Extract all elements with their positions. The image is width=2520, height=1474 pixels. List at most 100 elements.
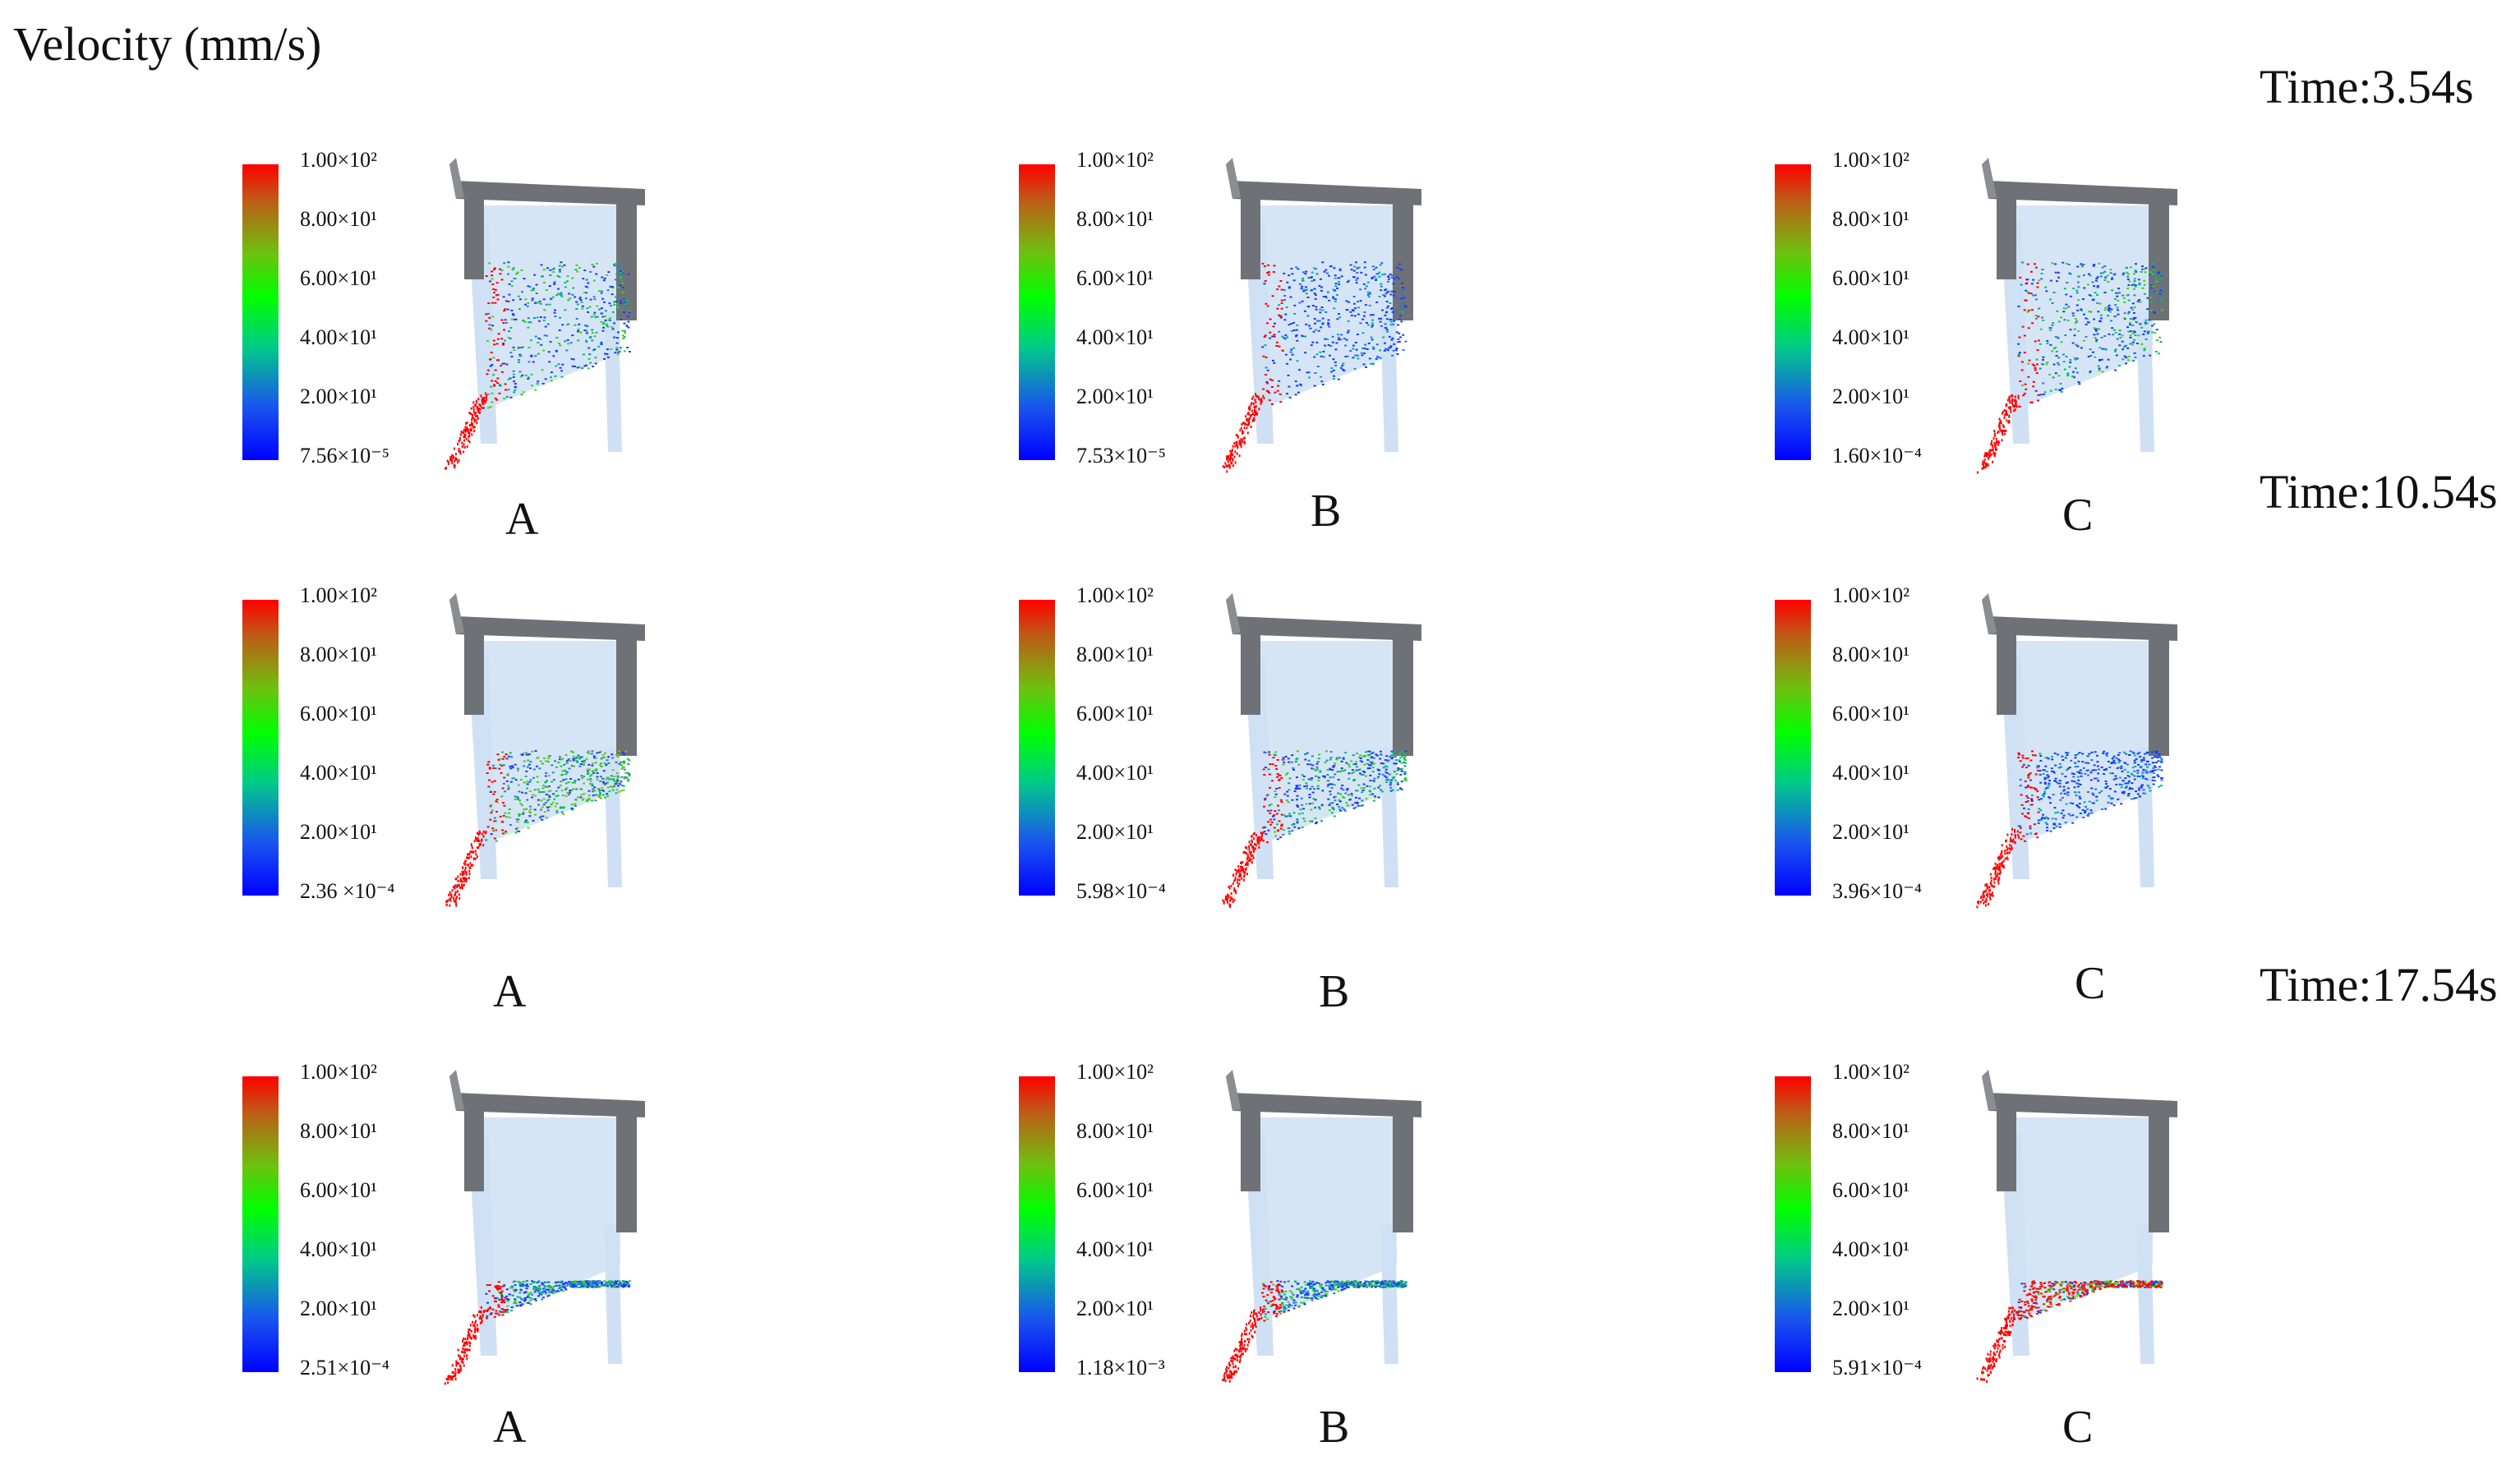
particle [616, 286, 620, 288]
particle [599, 792, 601, 795]
particle [2091, 281, 2094, 283]
particle [518, 371, 522, 373]
particle [1292, 329, 1296, 331]
particle [523, 808, 526, 810]
particle [2109, 772, 2112, 775]
particle [577, 339, 580, 342]
particle [1329, 768, 1332, 771]
particle [2071, 814, 2075, 817]
particle [560, 758, 563, 761]
particle [1351, 309, 1354, 311]
particle [2131, 343, 2135, 346]
particle [2094, 337, 2097, 339]
particle [1384, 323, 1387, 325]
particle [2046, 340, 2049, 342]
particle [2101, 266, 2104, 269]
particle [2121, 771, 2124, 772]
particle [1340, 1283, 1343, 1285]
particle [493, 820, 496, 822]
particle [1308, 325, 1311, 327]
outflow-particle [1985, 899, 1988, 902]
particle [2112, 334, 2115, 336]
particle [582, 1281, 585, 1283]
outflow-particle [1999, 419, 2002, 422]
particle [1321, 790, 1324, 792]
particle [1280, 813, 1283, 816]
outflow-particle [1232, 882, 1234, 885]
particle [574, 1285, 577, 1287]
outflow-particle [1240, 861, 1242, 864]
particle [1354, 354, 1357, 357]
outflow-particle [469, 424, 472, 426]
particle [2064, 756, 2067, 758]
particle [624, 1284, 627, 1287]
particle [1315, 762, 1319, 765]
particle [514, 763, 517, 766]
particle [621, 282, 624, 284]
particle [2103, 265, 2107, 267]
particle [575, 759, 578, 762]
outflow-particle [2014, 829, 2016, 831]
outflow-particle [1994, 448, 1997, 451]
particle [609, 1282, 612, 1284]
hopper-right-wall [2149, 197, 2169, 320]
particle [544, 1292, 547, 1295]
particle [602, 279, 606, 282]
particle [1288, 286, 1291, 288]
outflow-particle [459, 452, 462, 455]
particle [1265, 1299, 1268, 1301]
particle [1394, 310, 1397, 312]
particle [2066, 794, 2070, 796]
particle [524, 1284, 527, 1287]
outflow-particle [463, 435, 466, 439]
outflow-particle [451, 454, 454, 457]
particle [2035, 372, 2039, 375]
particle [2023, 334, 2026, 337]
particle [613, 322, 616, 325]
outflow-particle [1231, 897, 1233, 901]
particle [1346, 804, 1349, 807]
particle [2088, 294, 2091, 297]
particle [1395, 759, 1398, 761]
particle [532, 794, 535, 796]
particle [2149, 790, 2152, 792]
particle [2025, 816, 2028, 818]
particle [1346, 789, 1349, 791]
particle [588, 353, 592, 356]
particle [1338, 268, 1342, 270]
particle [2046, 827, 2048, 829]
outflow-particle [1989, 873, 1992, 876]
outflow-particle [468, 1344, 471, 1347]
particle [586, 799, 589, 801]
particle [2058, 785, 2062, 788]
outflow-particle [1237, 878, 1239, 882]
particle [617, 306, 620, 308]
outflow-particle [1995, 446, 1997, 449]
particle [568, 292, 571, 295]
particle [1390, 276, 1394, 279]
colorbar-ticks: 1.00×10² 8.00×10¹ 6.00×10¹ 4.00×10¹ 2.00×10¹… [1076, 583, 1241, 912]
particle [2042, 356, 2045, 358]
particle [2058, 780, 2062, 781]
particle [2132, 752, 2135, 754]
particle [516, 821, 519, 823]
particle [2025, 786, 2028, 789]
particle [537, 788, 540, 790]
particle [2090, 769, 2094, 772]
particle [518, 361, 520, 363]
outflow-particle [2014, 836, 2016, 839]
colorbar-tick-label: 2.00×10¹ [1076, 385, 1154, 408]
outflow-particle [2000, 857, 2002, 860]
particle [1401, 1286, 1404, 1288]
outflow-particle [472, 864, 474, 867]
particle [563, 264, 566, 266]
particle [501, 829, 504, 831]
particle [1334, 364, 1338, 366]
particle [613, 303, 616, 306]
particle [624, 303, 627, 306]
particle [1271, 1300, 1274, 1301]
particle [1264, 799, 1267, 801]
particle [1311, 755, 1314, 758]
particle [2036, 836, 2039, 839]
particle [519, 1285, 523, 1287]
